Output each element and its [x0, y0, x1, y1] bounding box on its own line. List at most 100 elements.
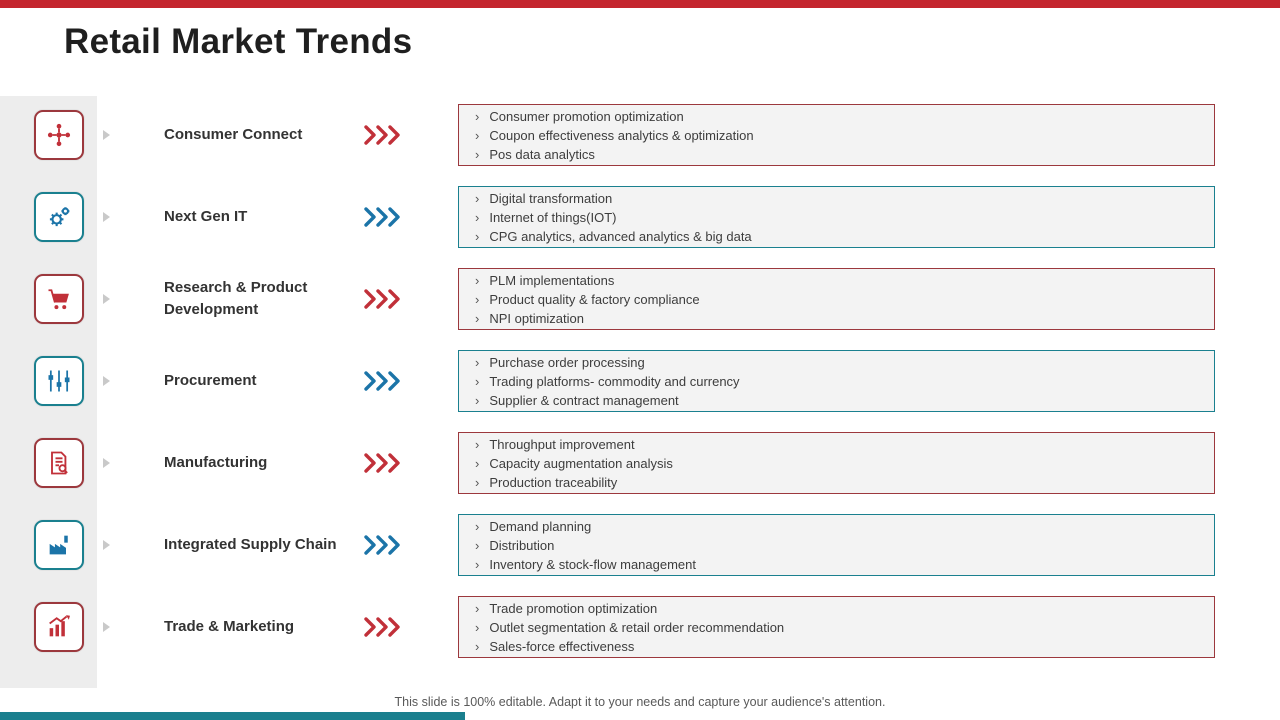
pointer-triangle-icon — [103, 458, 110, 468]
bullet-item: › Distribution — [475, 536, 696, 555]
bullet-item: › Trade promotion optimization — [475, 599, 784, 618]
bullet-list: › Throughput improvement › Capacity augment… — [469, 435, 673, 492]
icon-cell — [0, 520, 97, 570]
bullet-item: › Coupon effectiveness analytics & optimi… — [475, 126, 754, 145]
trend-row: Next Gen IT › Digital transformation › Inte… — [0, 186, 1280, 248]
trend-row: Research & Product Development › PLM impl… — [0, 268, 1280, 330]
bullet-item: › Consumer promotion optimization — [475, 107, 754, 126]
row-icon-box — [34, 274, 84, 324]
bullet-list: › Demand planning › Distribution › Inventory … — [469, 517, 696, 574]
bullet-text: CPG analytics, advanced analytics & big … — [489, 228, 752, 244]
bullet-text: NPI optimization — [489, 310, 584, 326]
row-icon-box — [34, 356, 84, 406]
document-search-icon — [45, 449, 73, 477]
bullet-chevron-icon: › — [475, 474, 480, 490]
bullet-text: Trade promotion optimization — [489, 600, 658, 616]
bullet-text: PLM implementations — [489, 272, 615, 288]
top-accent-bar — [0, 0, 1280, 8]
bullet-chevron-icon: › — [475, 436, 480, 452]
bullet-text: Pos data analytics — [489, 146, 595, 162]
row-label: Integrated Supply Chain — [164, 536, 337, 554]
bullet-text: Demand planning — [489, 518, 592, 534]
bullet-chevron-icon: › — [475, 619, 480, 635]
pointer-triangle-icon — [103, 130, 110, 140]
bullet-text: Production traceability — [489, 474, 618, 490]
bullet-item: › Purchase order processing — [475, 353, 740, 372]
bullet-chevron-icon: › — [475, 190, 480, 206]
bullet-item: › Capacity augmentation analysis — [475, 454, 673, 473]
bullet-chevron-icon: › — [475, 537, 480, 553]
bullet-text: Capacity augmentation analysis — [489, 455, 673, 471]
trend-row: Consumer Connect › Consumer promotion opt… — [0, 104, 1280, 166]
bullet-list: › Digital transformation › Internet of thin… — [469, 189, 752, 246]
bullet-list: › PLM implementations › Product quality & f… — [469, 271, 700, 328]
bullet-item: › NPI optimization — [475, 309, 700, 328]
row-icon-box — [34, 438, 84, 488]
bullet-text: Trading platforms- commodity and currenc… — [489, 373, 740, 389]
row-items-box: › Demand planning › Distribution › Inventory … — [458, 514, 1215, 576]
trend-row: Manufacturing › Throughput improvement › Ca… — [0, 432, 1280, 494]
row-items-box: › Throughput improvement › Capacity augment… — [458, 432, 1215, 494]
bullet-chevron-icon: › — [475, 392, 480, 408]
bullet-item: › Internet of things(IOT) — [475, 208, 752, 227]
page-title: Retail Market Trends — [64, 22, 413, 61]
row-items-box: › Consumer promotion optimization › Coupon … — [458, 104, 1215, 166]
bullet-chevron-icon: › — [475, 455, 480, 471]
row-label: Research & Product Development — [164, 279, 308, 318]
bullet-text: Product quality & factory compliance — [489, 291, 700, 307]
icon-cell — [0, 192, 97, 242]
bullet-chevron-icon: › — [475, 373, 480, 389]
bullet-chevron-icon: › — [475, 146, 480, 162]
triple-chevron-icon — [356, 452, 418, 474]
bullet-item: › Production traceability — [475, 473, 673, 492]
row-items-box: › Digital transformation › Internet of thin… — [458, 186, 1215, 248]
row-icon-box — [34, 602, 84, 652]
bullet-text: Distribution — [489, 537, 555, 553]
bullet-item: › Throughput improvement — [475, 435, 673, 454]
pointer-triangle-icon — [103, 622, 110, 632]
bullet-text: Internet of things(IOT) — [489, 209, 617, 225]
trend-row: Procurement › Purchase order processing › T… — [0, 350, 1280, 412]
bullet-item: › Inventory & stock-flow management — [475, 555, 696, 574]
row-items-box: › Purchase order processing › Trading platf… — [458, 350, 1215, 412]
row-label: Procurement — [164, 372, 257, 390]
row-icon-box — [34, 520, 84, 570]
triple-chevron-icon — [356, 370, 418, 392]
triple-chevron-icon — [356, 534, 418, 556]
bullet-chevron-icon: › — [475, 291, 480, 307]
bullet-chevron-icon: › — [475, 127, 480, 143]
bullet-list: › Consumer promotion optimization › Coupon … — [469, 107, 754, 164]
bullet-list: › Trade promotion optimization › Outlet seg… — [469, 599, 784, 656]
row-label: Trade & Marketing — [164, 618, 295, 636]
triple-chevron-icon — [356, 616, 418, 638]
icon-cell — [0, 438, 97, 488]
pointer-triangle-icon — [103, 540, 110, 550]
icon-cell — [0, 602, 97, 652]
icon-cell — [0, 356, 97, 406]
bullet-item: › Digital transformation — [475, 189, 752, 208]
trend-row: Trade & Marketing › Trade promotion optim… — [0, 596, 1280, 658]
bullet-item: › Product quality & factory compliance — [475, 290, 700, 309]
bullet-text: Consumer promotion optimization — [489, 108, 684, 124]
triple-chevron-icon — [356, 288, 418, 310]
bullet-item: › Demand planning — [475, 517, 696, 536]
bullet-list: › Purchase order processing › Trading platf… — [469, 353, 740, 410]
bullet-chevron-icon: › — [475, 209, 480, 225]
org-network-icon — [45, 121, 73, 149]
bullet-item: › CPG analytics, advanced analytics & big… — [475, 227, 752, 246]
rows-container: Consumer Connect › Consumer promotion opt… — [0, 104, 1280, 678]
bullet-chevron-icon: › — [475, 272, 480, 288]
icon-cell — [0, 274, 97, 324]
bullet-text: Outlet segmentation & retail order recom… — [489, 619, 785, 635]
bullet-text: Digital transformation — [489, 190, 613, 206]
bullet-text: Supplier & contract management — [489, 392, 679, 408]
bullet-item: › Trading platforms- commodity and curren… — [475, 372, 740, 391]
row-items-box: › Trade promotion optimization › Outlet seg… — [458, 596, 1215, 658]
triple-chevron-icon — [356, 206, 418, 228]
row-label: Consumer Connect — [164, 126, 303, 144]
flowchart-icon — [45, 367, 73, 395]
row-icon-box — [34, 110, 84, 160]
bullet-chevron-icon: › — [475, 310, 480, 326]
bullet-chevron-icon: › — [475, 108, 480, 124]
bullet-text: Throughput improvement — [489, 436, 635, 452]
